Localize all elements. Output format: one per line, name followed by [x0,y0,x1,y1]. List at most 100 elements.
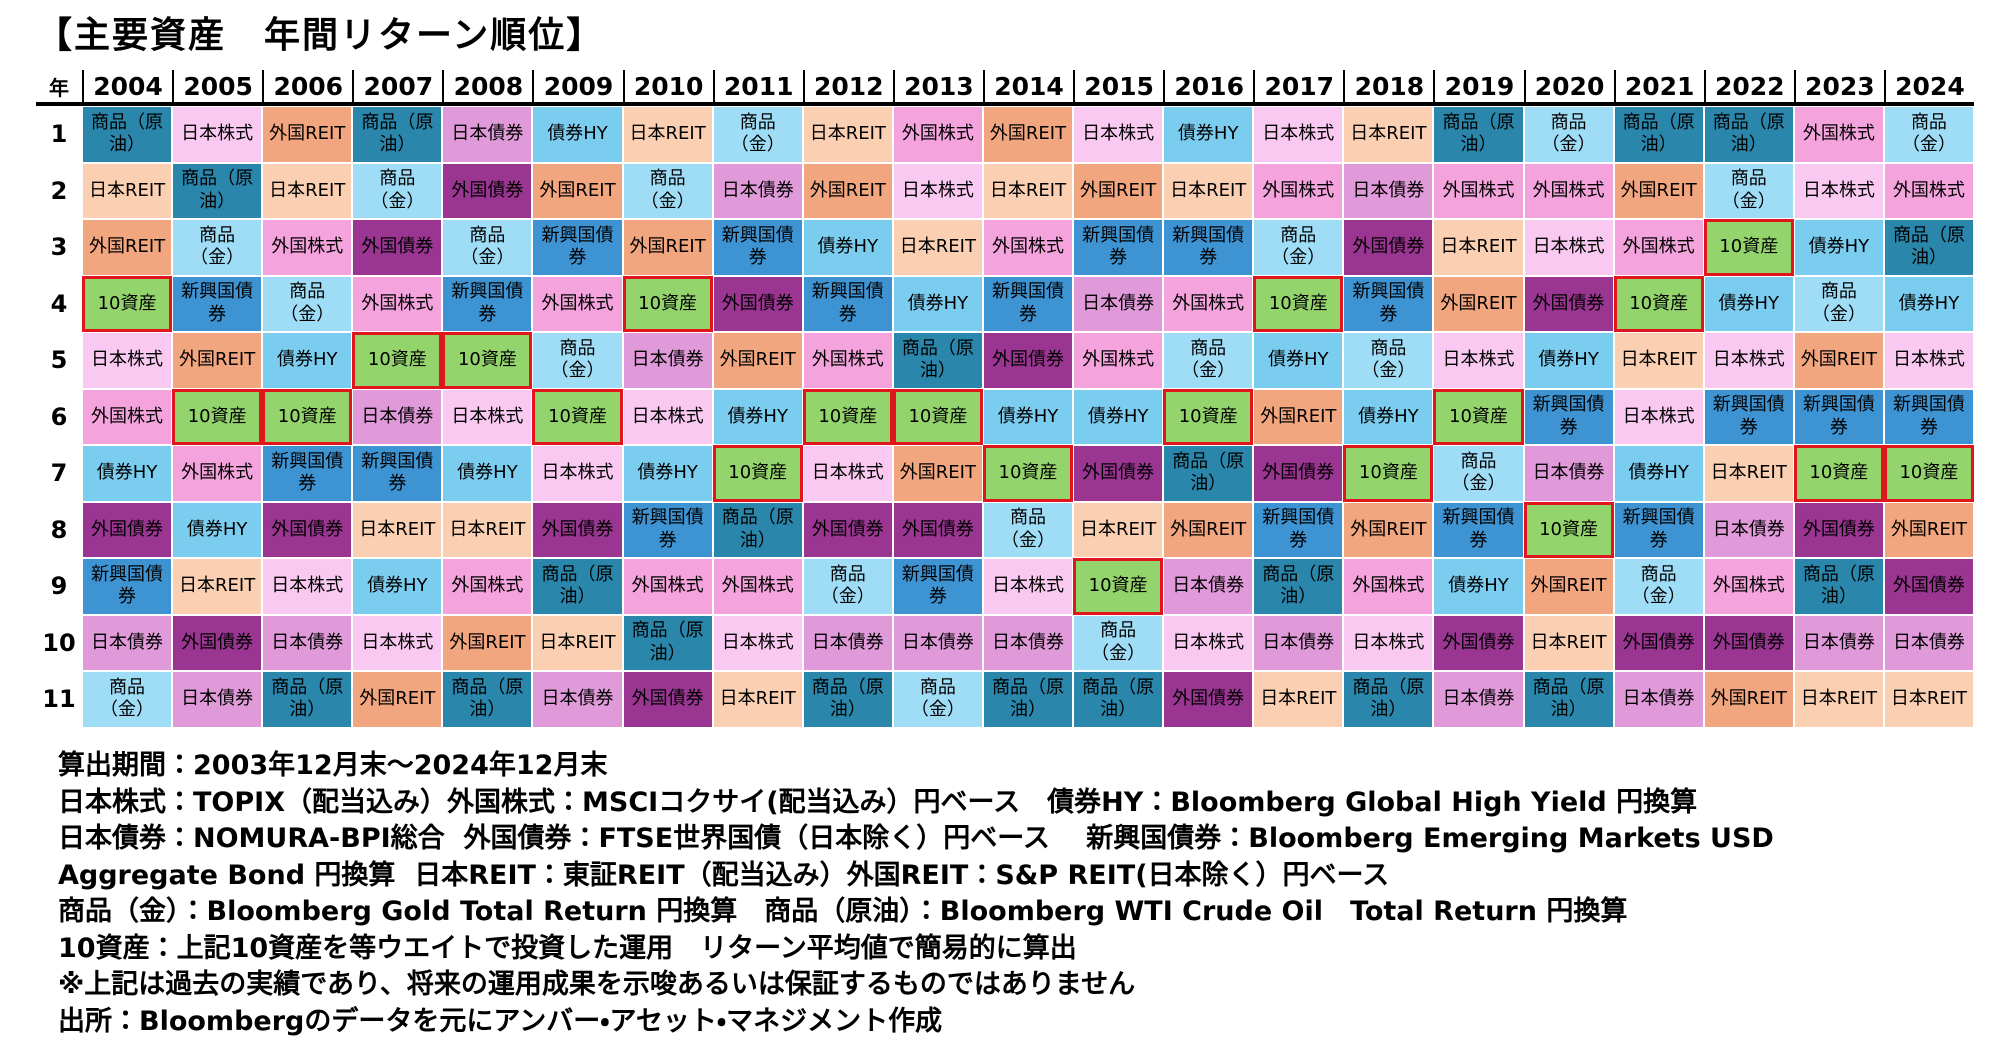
asset-cell: 10資産 [1703,219,1794,276]
asset-label: 日本REIT [359,518,436,540]
asset-cell: 10資産 [1523,501,1614,558]
asset-label: 外国REIT [1260,405,1337,427]
asset-cell: 日本債券 [712,162,803,219]
asset-cell: 商品（金） [1343,332,1434,389]
asset-cell: 外国債券 [622,671,713,728]
asset-label: 日本REIT [1170,179,1247,201]
asset-cell: 10資産 [532,388,623,445]
asset-cell: 日本REIT [622,106,713,163]
asset-cell: 日本REIT [1433,219,1524,276]
asset-label: 外国株式 [1352,575,1425,596]
asset-label: 債券HY [1268,349,1329,370]
asset-label: 外国REIT [1170,518,1247,540]
asset-label: 日本債券 [361,405,434,427]
year-header: 2009 [532,70,623,106]
asset-label: 商品（金） [460,224,515,269]
note-line: 日本株式：TOPIX（配当込み）外国株式：MSCIコクサイ(配当込み）円ベース … [58,786,1698,818]
asset-label: 外国株式 [361,292,434,314]
asset-cell: 日本REIT [1703,445,1794,502]
asset-label: 10資産 [1358,462,1418,483]
asset-cell: 日本債券 [1073,275,1164,332]
asset-label: 外国株式 [991,236,1064,257]
asset-cell: 外国株式 [802,332,893,389]
year-header: 2022 [1703,70,1794,106]
asset-label: 10資産 [1539,518,1599,540]
year-header: 2015 [1073,70,1164,106]
asset-cell: 債券HY [1523,332,1614,389]
asset-cell: 日本REIT [1343,106,1434,163]
asset-label: 外国株式 [1442,179,1515,201]
asset-label: 商品（原油） [1352,676,1425,721]
asset-cell: 10資産 [1883,445,1974,502]
asset-label: 外国債券 [361,236,434,257]
asset-label: 債券HY [1718,292,1780,314]
asset-label: 外国債券 [1802,518,1875,540]
notes: 算出期間：2003年12月末～2024年12月末 日本株式：TOPIX（配当込み）… [58,748,1774,1040]
asset-label: 日本株式 [1172,631,1245,653]
asset-label: 新興国債券 [1352,281,1425,325]
asset-cell: 外国REIT [1343,501,1434,558]
asset-cell: 日本債券 [1253,614,1344,671]
asset-cell: 日本REIT [982,162,1074,219]
asset-label: 外国債券 [1622,631,1695,653]
asset-label: 債券HY [1448,575,1509,596]
rank-label: 11 [42,685,76,714]
asset-label: 外国株式 [721,575,794,596]
asset-cell: 10資産 [172,388,263,445]
rank-label: 3 [50,233,68,262]
asset-cell: 日本REIT [532,614,623,671]
asset-cell: 外国株式 [532,275,623,332]
asset-label: 商品（原油） [1172,450,1245,495]
asset-cell: 外国株式 [1523,162,1614,219]
asset-label: 商品（金） [640,168,695,212]
asset-cell: 日本REIT [1253,671,1344,728]
asset-label: 商品（金） [370,168,425,212]
asset-cell: 外国債券 [1613,614,1704,671]
asset-label: 外国REIT [1710,688,1787,709]
asset-cell: 商品（金） [802,558,893,615]
asset-cell: 外国REIT [892,445,983,502]
year-header: 2014 [982,70,1074,106]
asset-cell: 日本株式 [712,614,803,671]
asset-label: 外国債券 [1082,462,1155,483]
asset-cell: 日本債券 [1523,445,1614,502]
asset-label: 商品（金） [1811,281,1866,325]
asset-label: 日本株式 [1892,349,1965,370]
year-header: 2024 [1883,70,1974,106]
asset-cell: 商品（原油） [352,106,443,163]
asset-label: 日本株式 [1262,123,1335,144]
asset-label: 日本債券 [1892,631,1965,653]
asset-cell: 債券HY [1343,388,1434,445]
asset-label: 外国債券 [181,631,254,653]
asset-cell: 商品（金） [352,162,443,219]
year-header: 2006 [262,70,353,106]
note-line: 日本債券：NOMURA-BPI総合 外国債券：FTSE世界国債（日本除く）円ベー… [58,823,1774,854]
asset-cell: 日本REIT [352,501,443,558]
asset-cell: 新興国債券 [1703,388,1794,445]
asset-cell: 新興国債券 [892,558,983,615]
asset-label: 外国債券 [1172,688,1245,709]
asset-cell: 外国債券 [1433,614,1524,671]
asset-label: 新興国債券 [1082,224,1155,269]
asset-cell: 新興国債券 [1343,275,1434,332]
asset-cell: 外国REIT [442,614,533,671]
asset-cell: 商品（原油） [622,614,713,671]
asset-cell: 10資産 [622,275,713,332]
asset-cell: 商品（金） [892,671,983,728]
asset-cell: 商品（原油） [1613,106,1704,163]
asset-label: 商品（原油） [1442,111,1515,156]
asset-label: 債券HY [727,405,788,427]
year-header: 2021 [1613,70,1704,106]
rank-label: 1 [50,120,68,149]
asset-label: 商品（金） [1451,450,1506,495]
asset-cell: 外国株式 [892,106,983,163]
asset-cell: 外国株式 [1433,162,1524,219]
asset-cell: 日本債券 [1793,614,1884,671]
asset-cell: 商品（原油） [1523,671,1614,728]
year-header: 2016 [1163,70,1254,106]
asset-label: 商品（金） [1361,337,1416,382]
asset-cell: 日本REIT [892,219,983,276]
asset-cell: 商品（原油） [1163,445,1254,502]
asset-cell: 外国債券 [1163,671,1254,728]
asset-label: 新興国債券 [91,563,164,608]
